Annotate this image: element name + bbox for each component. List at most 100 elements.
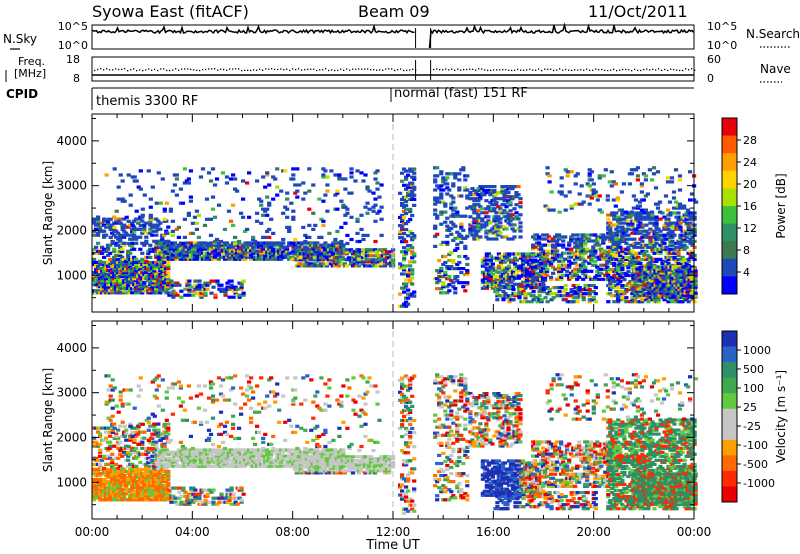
data-cell bbox=[612, 245, 617, 249]
data-cell bbox=[148, 217, 153, 221]
data-cell bbox=[531, 269, 536, 273]
data-cell bbox=[461, 285, 466, 289]
data-cell bbox=[435, 214, 440, 218]
freq-point bbox=[541, 69, 543, 72]
data-cell bbox=[486, 252, 491, 256]
data-cell bbox=[197, 287, 202, 291]
data-cell bbox=[156, 249, 161, 253]
data-cell bbox=[160, 275, 165, 279]
data-cell bbox=[224, 241, 230, 245]
freq-point bbox=[133, 68, 135, 70]
data-cell bbox=[629, 210, 634, 214]
freq-point bbox=[454, 69, 456, 71]
data-cell bbox=[154, 287, 159, 291]
data-cell bbox=[439, 222, 444, 226]
data-cell bbox=[404, 187, 409, 191]
data-cell bbox=[571, 251, 576, 255]
data-cell bbox=[412, 203, 417, 207]
data-cell bbox=[672, 255, 677, 259]
data-cell bbox=[410, 246, 415, 250]
data-cell bbox=[112, 227, 117, 231]
data-cell bbox=[610, 249, 615, 253]
data-cell bbox=[662, 215, 667, 219]
data-cell bbox=[488, 276, 493, 280]
data-cell bbox=[537, 241, 542, 245]
freq-point bbox=[226, 69, 228, 71]
data-cell bbox=[676, 261, 681, 265]
data-cell bbox=[488, 258, 493, 262]
data-cell bbox=[455, 242, 460, 246]
data-cell bbox=[672, 251, 677, 255]
data-cell bbox=[510, 213, 515, 217]
data-cell bbox=[402, 183, 407, 187]
data-cell bbox=[379, 264, 384, 268]
data-cell bbox=[166, 287, 171, 291]
data-cell bbox=[512, 185, 517, 189]
data-cell bbox=[587, 292, 592, 296]
data-cell bbox=[662, 241, 667, 245]
data-cell bbox=[96, 219, 101, 223]
data-cell bbox=[365, 187, 370, 191]
data-cell bbox=[537, 253, 542, 257]
data-cell bbox=[677, 202, 683, 206]
data-cell bbox=[130, 245, 135, 249]
data-cell bbox=[108, 225, 113, 229]
data-cell bbox=[166, 251, 171, 255]
data-cell bbox=[607, 180, 612, 184]
data-cell bbox=[360, 262, 366, 266]
data-cell bbox=[459, 222, 464, 226]
data-cell bbox=[255, 251, 260, 255]
data-cell bbox=[476, 223, 481, 227]
data-cell bbox=[126, 285, 131, 289]
data-cell bbox=[616, 294, 621, 298]
freq-point bbox=[109, 69, 111, 71]
data-cell bbox=[692, 229, 697, 233]
freq-point bbox=[646, 68, 648, 70]
data-cell bbox=[666, 257, 671, 261]
data-cell bbox=[439, 172, 444, 176]
freq-point bbox=[589, 69, 591, 72]
data-cell bbox=[680, 255, 685, 259]
data-cell bbox=[182, 217, 187, 221]
data-cell bbox=[269, 257, 274, 261]
data-cell bbox=[555, 277, 560, 281]
data-cell bbox=[294, 250, 299, 254]
data-cell bbox=[624, 229, 629, 233]
cpid-label: CPID bbox=[6, 87, 38, 101]
data-cell bbox=[618, 221, 623, 225]
data-cell bbox=[122, 257, 127, 261]
data-cell bbox=[549, 277, 554, 281]
data-cell bbox=[496, 233, 501, 237]
data-cell bbox=[186, 213, 191, 217]
data-cell bbox=[118, 239, 123, 243]
data-cell bbox=[662, 298, 667, 302]
data-cell bbox=[652, 243, 657, 247]
data-cell bbox=[670, 231, 675, 235]
data-cell bbox=[569, 249, 574, 253]
freq-point bbox=[166, 69, 168, 72]
data-cell bbox=[160, 177, 165, 181]
data-cell bbox=[640, 298, 645, 302]
data-cell bbox=[520, 268, 526, 272]
data-cell bbox=[465, 269, 470, 273]
data-cell bbox=[692, 227, 697, 231]
data-cell bbox=[195, 291, 200, 295]
data-cell bbox=[518, 205, 523, 209]
data-cell bbox=[672, 211, 677, 215]
data-cell bbox=[520, 258, 526, 262]
data-cell bbox=[635, 174, 640, 178]
data-cell bbox=[616, 282, 621, 286]
data-cell bbox=[457, 178, 462, 182]
data-cell bbox=[648, 235, 653, 239]
data-cell bbox=[162, 257, 167, 261]
nave-tick-bottom: 0 bbox=[707, 72, 714, 85]
data-cell bbox=[668, 223, 673, 227]
data-cell bbox=[671, 291, 676, 295]
data-cell bbox=[193, 287, 198, 291]
data-cell bbox=[559, 253, 564, 257]
data-cell bbox=[677, 174, 683, 178]
data-cell bbox=[140, 291, 145, 295]
data-cell bbox=[221, 287, 226, 291]
data-cell bbox=[492, 268, 497, 272]
data-cell bbox=[476, 209, 481, 213]
